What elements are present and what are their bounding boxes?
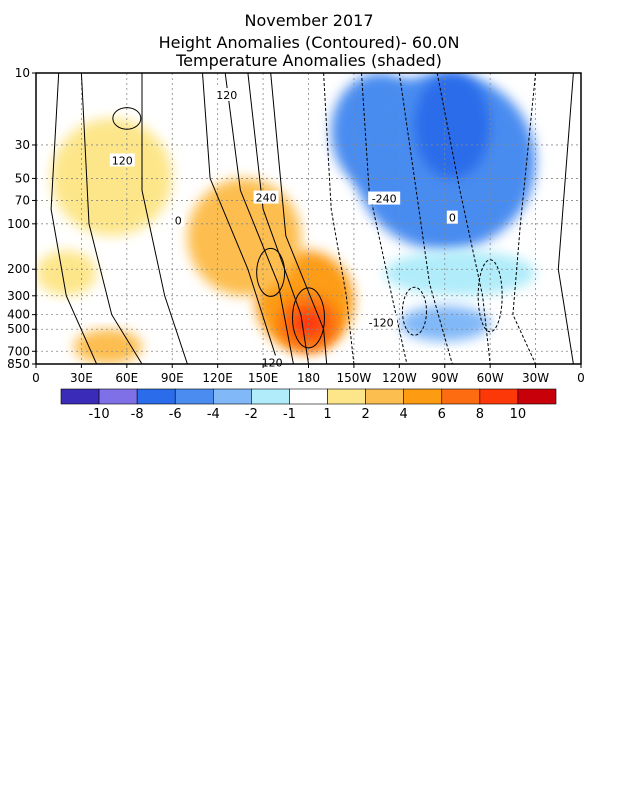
contour-label: 120 (262, 356, 283, 369)
colorbar-label: -10 (88, 407, 109, 422)
y-tick-label: 500 (7, 322, 30, 336)
x-tick-label: 150W (337, 371, 372, 385)
height-contour-loop-3 (401, 286, 427, 336)
x-tick-label: 120E (202, 371, 233, 385)
temperature-region-9 (414, 73, 491, 179)
contour-label: -120 (369, 316, 394, 329)
height-contour-11 (512, 73, 537, 364)
y-tick-label: 300 (7, 289, 30, 303)
colorbar-swatch (251, 388, 290, 405)
colorbar-swatch (327, 388, 366, 405)
x-tick-label: 30E (70, 371, 93, 385)
temperature-region-4 (51, 118, 173, 236)
colorbar-swatch (136, 388, 176, 405)
y-tick-label: 400 (7, 308, 30, 322)
height-contour-12 (557, 73, 574, 364)
x-tick-label: 0 (32, 371, 40, 385)
y-tick-label: 100 (7, 217, 30, 231)
height-contour-loop-2 (292, 287, 325, 349)
y-tick-label: 30 (15, 138, 30, 152)
height-contour-8 (361, 73, 408, 364)
colorbar-swatch (289, 388, 328, 405)
height-contours (50, 73, 574, 364)
height-contour-2 (141, 73, 188, 364)
y-tick-label: 70 (15, 193, 30, 207)
contour-label-bg (259, 355, 285, 369)
colorbar-swatch (479, 388, 519, 405)
contour-label: 240 (256, 192, 277, 205)
colorbar: -10 -8 -6 -4 -2 -1 1 2 4 6 8 10 (60, 388, 557, 422)
colorbar-swatch (403, 388, 443, 405)
colorbar-label: 1 (323, 407, 331, 422)
y-tick-label: 50 (15, 171, 30, 185)
colorbar-swatch (174, 388, 214, 405)
colorbar-label: -8 (131, 407, 144, 422)
colorbar-label: -1 (283, 407, 296, 422)
x-tick-label: 90W (431, 371, 458, 385)
height-contour-loop-4 (477, 259, 503, 333)
grid-lines (36, 73, 581, 364)
y-tick-label: 850 (7, 357, 30, 371)
colorbar-label: -6 (169, 407, 182, 422)
y-tick-label: 200 (7, 262, 30, 276)
x-tick-label: 0 (577, 371, 585, 385)
x-tick-label: 90E (161, 371, 184, 385)
chart-title: November 2017 (244, 11, 374, 30)
height-contour-10 (436, 73, 491, 364)
contour-label-bg (109, 153, 135, 167)
colorbar-swatch (98, 388, 138, 405)
contour-label-bg (214, 88, 240, 102)
colorbar-swatch (365, 388, 404, 405)
contour-label: -240 (372, 193, 397, 206)
colorbar-swatch (213, 388, 252, 405)
colorbar-label: 8 (476, 407, 484, 422)
x-tick-label: 30W (522, 371, 549, 385)
x-tick-label: 150E (248, 371, 279, 385)
height-contour-0 (50, 73, 98, 364)
x-tick-label: 180 (297, 371, 320, 385)
colorbar-label: 4 (400, 407, 408, 422)
contour-label: 0 (175, 214, 182, 227)
colorbar-label: -4 (207, 407, 220, 422)
height-contour-loop-0 (112, 107, 142, 130)
height-contour-3 (202, 73, 279, 364)
contour-label-bg (368, 191, 401, 205)
height-contour-7 (323, 73, 355, 364)
x-tick-label: 60E (115, 371, 138, 385)
x-axis: 0 30E 60E 90E 120E 150E 180 150W 120W 90W 60W 30W 0 (32, 364, 585, 385)
x-tick-label: 60W (477, 371, 504, 385)
y-tick-label: 700 (7, 344, 30, 358)
colorbar-label: 2 (361, 407, 369, 422)
colorbar-label: 10 (510, 407, 527, 422)
contour-labels: 120 120 0 240 -240 0 -120 120 (109, 88, 458, 369)
y-tick-label: 10 (15, 66, 30, 80)
chart-subtitle-temperature: Temperature Anomalies (shaded) (176, 51, 442, 70)
chart-subtitle-height: Height Anomalies (Contoured)- 60.0N (158, 33, 460, 52)
temperature-shading (36, 73, 536, 364)
height-contour-4 (224, 73, 294, 364)
contour-label: 120 (216, 89, 237, 102)
height-contour-loop-1 (256, 247, 286, 297)
temperature-region-5 (36, 250, 97, 296)
temperature-region-6 (73, 329, 142, 364)
temperature-region-3 (187, 178, 301, 296)
temperature-region-10 (384, 250, 536, 296)
contour-label-bg (365, 315, 398, 329)
contour-label-bg (446, 210, 458, 224)
height-contour-5 (247, 73, 309, 364)
height-contour-1 (80, 73, 143, 364)
colorbar-swatch (441, 388, 481, 405)
colorbar-label: 6 (438, 407, 446, 422)
colorbar-swatch (517, 388, 557, 405)
contour-label: 120 (112, 154, 133, 167)
colorbar-swatch (60, 388, 100, 405)
contour-label: 0 (449, 212, 456, 225)
contour-label-bg (253, 190, 279, 204)
contour-label-bg (172, 213, 184, 227)
x-tick-label: 120W (382, 371, 417, 385)
colorbar-label: -2 (245, 407, 258, 422)
height-contour-6 (270, 73, 328, 364)
